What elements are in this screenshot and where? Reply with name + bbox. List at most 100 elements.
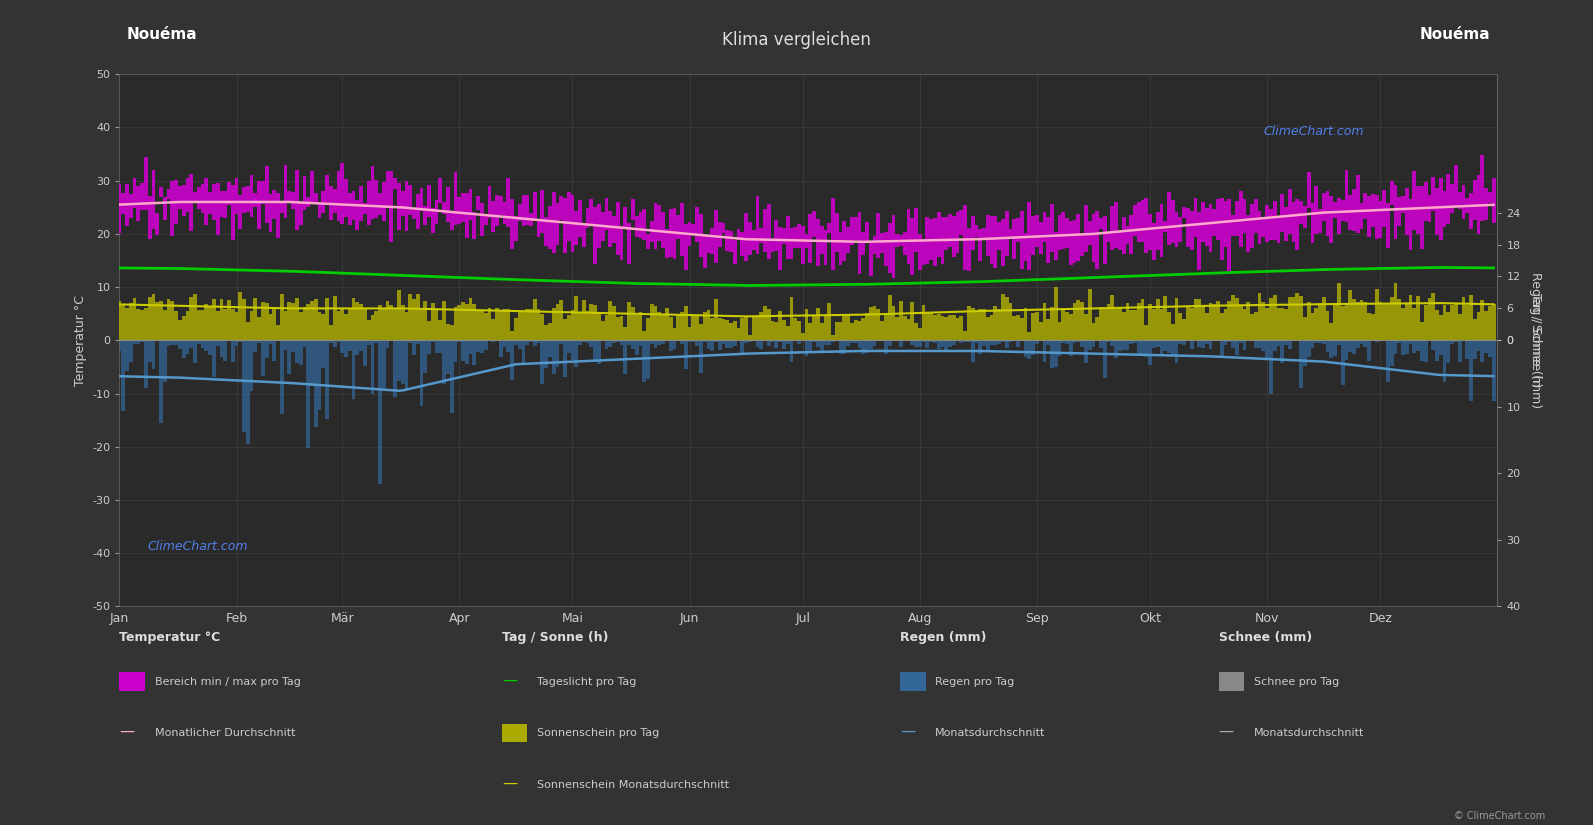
Bar [978, 309, 983, 340]
Bar [1157, 299, 1160, 340]
Bar [317, 204, 322, 218]
Bar [443, 301, 446, 340]
Bar [1356, 340, 1360, 348]
Bar [280, 340, 284, 414]
Bar [672, 340, 677, 348]
Bar [465, 304, 468, 340]
Bar [1262, 217, 1265, 238]
Bar [710, 340, 714, 351]
Bar [884, 314, 887, 340]
Bar [446, 187, 449, 222]
Bar [170, 301, 174, 340]
Bar [1050, 307, 1055, 340]
Bar [446, 324, 449, 340]
Bar [959, 316, 964, 340]
Bar [1348, 195, 1352, 229]
Bar [824, 314, 827, 340]
Bar [1031, 340, 1035, 355]
Bar [1126, 303, 1129, 340]
Bar [804, 340, 809, 356]
Bar [1469, 340, 1474, 401]
Bar [454, 172, 457, 225]
Bar [653, 306, 658, 340]
Bar [1314, 309, 1317, 340]
Bar [167, 299, 170, 340]
Bar [140, 340, 143, 342]
Bar [1330, 196, 1333, 243]
Bar [330, 186, 333, 220]
Bar [311, 301, 314, 340]
Bar [707, 237, 710, 253]
Text: Nouéma: Nouéma [126, 27, 198, 42]
Y-axis label: Temperatur °C: Temperatur °C [73, 295, 86, 386]
Bar [1435, 309, 1438, 340]
Bar [299, 202, 303, 224]
Bar [779, 340, 782, 342]
Bar [499, 196, 503, 214]
Bar [647, 340, 650, 379]
Bar [389, 304, 393, 340]
Bar [1352, 189, 1356, 231]
Bar [1204, 208, 1209, 246]
Bar [812, 340, 816, 342]
Bar [201, 184, 204, 213]
Bar [515, 216, 518, 241]
Bar [1337, 198, 1341, 233]
Bar [223, 191, 228, 219]
Bar [1000, 295, 1005, 340]
Bar [1129, 310, 1133, 340]
Bar [223, 309, 228, 340]
Bar [408, 186, 413, 214]
Bar [1066, 312, 1069, 340]
Bar [1416, 186, 1419, 234]
Bar [487, 186, 491, 218]
Bar [1443, 305, 1446, 340]
Bar [151, 170, 156, 229]
Bar [616, 201, 620, 255]
Bar [220, 340, 223, 357]
Bar [609, 211, 612, 247]
Bar [838, 340, 843, 354]
Bar [683, 306, 688, 340]
Bar [868, 307, 873, 340]
Bar [741, 340, 744, 354]
Bar [1469, 295, 1474, 340]
Bar [1443, 191, 1446, 228]
Bar [597, 204, 601, 248]
Bar [438, 320, 443, 340]
Bar [967, 228, 970, 271]
Bar [193, 340, 198, 363]
Bar [295, 170, 299, 230]
Bar [1047, 318, 1050, 340]
Bar [1107, 304, 1110, 340]
Bar [443, 340, 446, 384]
Text: Nouéma: Nouéma [1419, 27, 1491, 42]
Bar [975, 340, 978, 343]
Bar [1149, 214, 1152, 250]
Bar [873, 306, 876, 340]
Bar [1133, 340, 1137, 343]
Bar [639, 212, 642, 238]
Bar [314, 193, 317, 204]
Bar [129, 340, 132, 362]
Bar [245, 322, 250, 340]
Bar [1446, 174, 1450, 224]
Bar [1198, 299, 1201, 340]
Bar [386, 300, 389, 340]
Bar [672, 208, 677, 259]
Bar [843, 221, 846, 262]
Bar [1077, 340, 1080, 342]
Text: Monatsdurchschnitt: Monatsdurchschnitt [1254, 728, 1364, 738]
Bar [1035, 340, 1039, 344]
Bar [551, 340, 556, 375]
Bar [460, 193, 465, 222]
Bar [1174, 340, 1179, 362]
Bar [918, 328, 922, 340]
Bar [801, 333, 804, 340]
Bar [578, 312, 581, 340]
Bar [664, 309, 669, 340]
Bar [1364, 193, 1367, 219]
Text: Regen pro Tag: Regen pro Tag [935, 677, 1015, 687]
Bar [1383, 303, 1386, 340]
Bar [929, 312, 933, 340]
